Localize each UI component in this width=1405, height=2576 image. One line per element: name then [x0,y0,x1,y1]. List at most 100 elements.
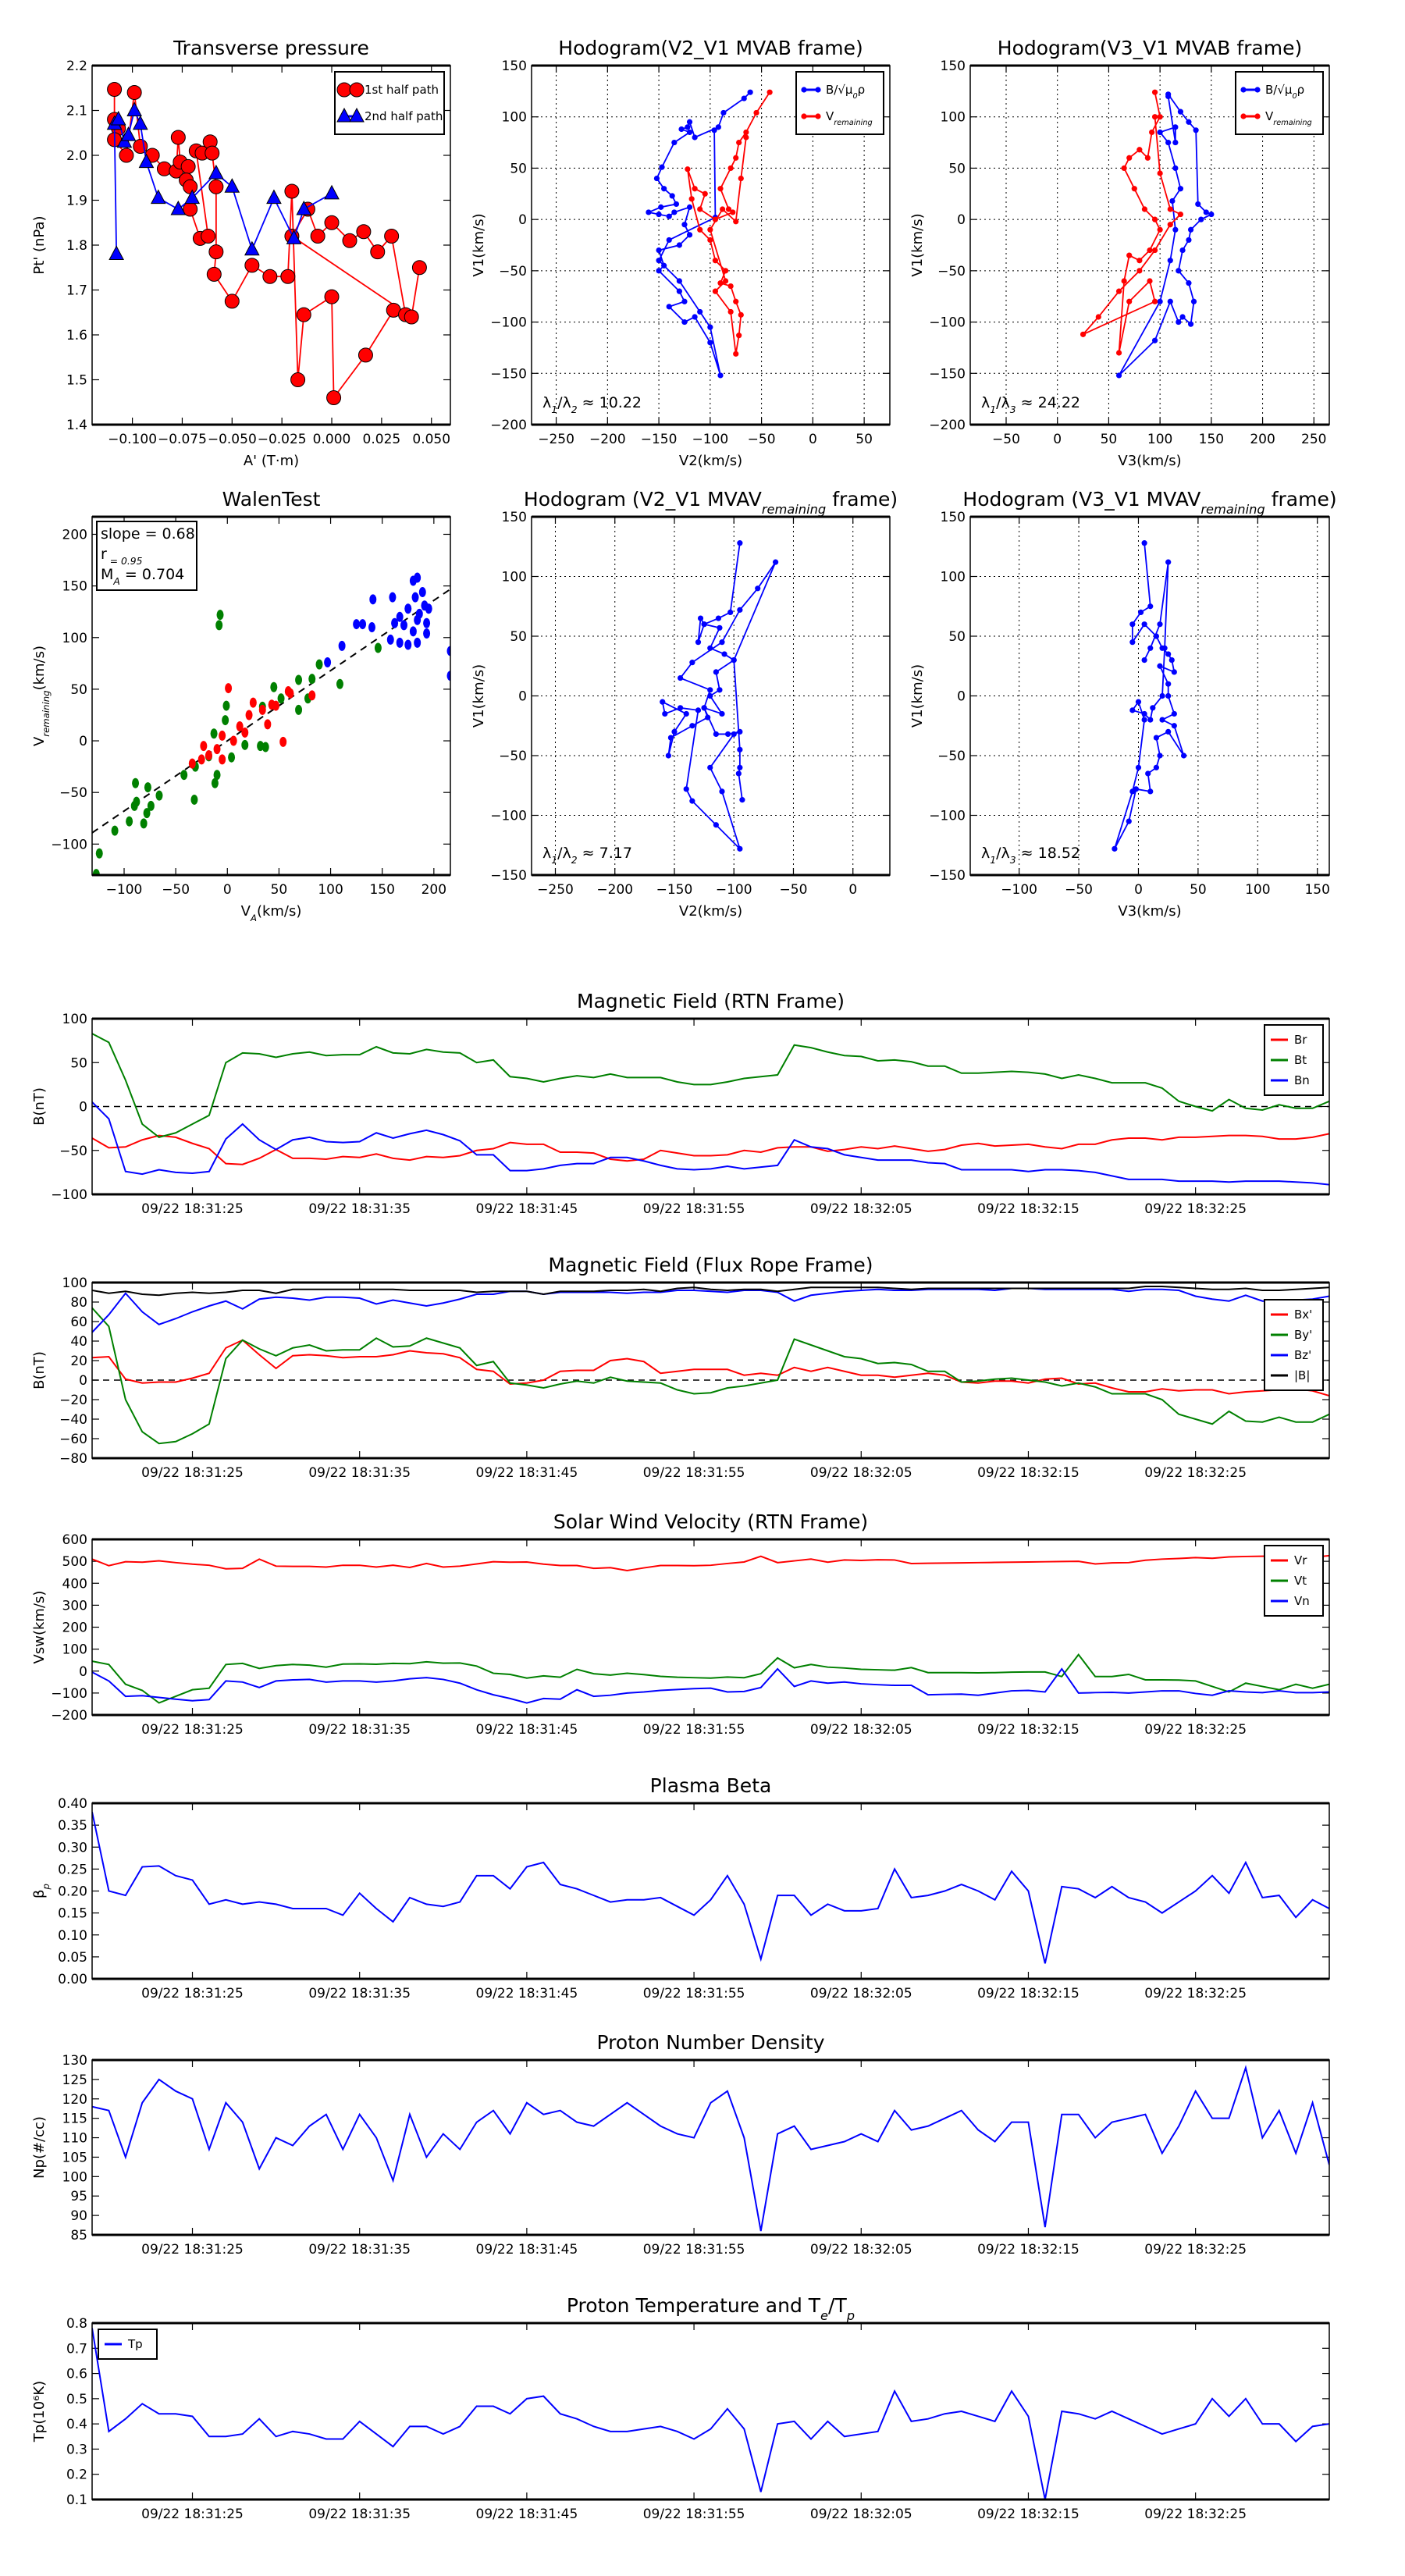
eigenvalue-ratio-label-part: 1 [990,404,996,415]
data-point [446,671,450,681]
y-tick-label: 80 [70,1295,87,1311]
data-point [126,816,133,827]
data-point [669,193,675,199]
data-point [411,260,427,276]
data-point [1179,247,1186,254]
data-point [738,311,744,318]
data-point [681,298,688,304]
y-tick-label: 115 [62,2112,87,2127]
y-tick-label: 100 [62,1276,87,1291]
data-point [735,770,742,777]
data-point [336,678,343,689]
legend-label-part: Br [1294,1033,1307,1047]
data-point [272,700,279,711]
x-axis-label-part: (km/s) [257,903,301,920]
data-point [1115,350,1122,356]
y-axis-label: Vsw(km/s) [31,1591,48,1664]
data-point [712,288,719,294]
legend-marker [349,82,365,98]
eigenvalue-ratio-label-part: λ [542,394,551,411]
legend-label-part: ρ [1297,83,1305,97]
data-point [110,110,126,126]
series-line [92,1554,1329,1571]
x-tick-label: 09/22 18:31:45 [476,1986,578,2001]
data-point [707,764,713,770]
chart-title: Proton Number Density [597,2031,825,2054]
data-point [95,848,103,859]
chart-title-part: /T [828,2294,847,2317]
y-tick-label: −100 [490,315,527,331]
stats-box [96,521,197,591]
chart-title-part: remaining [762,502,826,517]
x-tick-label: 09/22 18:31:25 [141,1986,244,2001]
legend-label-part: Bt [1294,1053,1307,1067]
data-point [244,240,260,256]
series-line [92,1133,1329,1165]
data-point [1157,129,1163,136]
data-point [1165,728,1172,735]
y-tick-label: −150 [929,868,966,884]
data-point [1165,139,1172,146]
data-point [308,690,316,701]
x-tick-label: 09/22 18:31:55 [643,1465,745,1481]
eigenvalue-ratio-label-part: 2 [571,855,578,866]
x-tick-label: 09/22 18:31:35 [308,2507,411,2522]
data-point [208,244,224,260]
data-point [686,204,693,210]
data-point [1149,129,1155,136]
data-point [1141,710,1147,717]
axes-frame [91,1282,1330,1459]
data-point [1190,298,1197,304]
x-tick-label: 150 [1199,432,1224,447]
series-0 [92,1133,1329,1165]
legend: Tp [98,2329,158,2360]
data-point [225,683,233,694]
data-point [1171,723,1177,729]
data-point [107,81,123,97]
data-point [659,164,665,170]
data-point [224,294,240,309]
y-tick-label: 0.3 [66,2442,87,2457]
x-axis-label-part: V3(km/s) [1118,453,1181,469]
data-point [144,782,151,793]
data-point [1186,119,1192,125]
data-point [738,175,744,182]
y-tick-label: −150 [929,366,966,382]
x-tick-label: 09/22 18:31:25 [141,2242,244,2258]
stats-line-part: slope = 0.68 [101,525,195,543]
data-point [722,268,729,274]
data-point [132,777,140,788]
data-point [183,179,198,194]
legend-label: Vr [1294,1553,1307,1567]
plot-area [92,1812,1329,1964]
legend-label: Bx' [1294,1308,1312,1322]
y-tick-label: 0.20 [58,1884,87,1900]
data-point [1147,788,1154,795]
data-point [356,224,372,240]
axes-frame [91,2322,1330,2500]
x-tick-label: 09/22 18:31:55 [643,1986,745,2001]
data-point [150,189,166,205]
y-tick-label: −100 [51,837,87,852]
chart-title: WalenTest [222,488,321,511]
legend-label: B/√μ0ρ [826,83,865,101]
y-tick-label: 0.30 [58,1840,87,1856]
chart-title-part: frame) [1265,488,1337,511]
eigenvalue-ratio-label-part: 1 [551,855,557,866]
legend-label-part: Bn [1294,1073,1310,1087]
y-tick-label: −50 [499,264,527,279]
data-point [1169,197,1176,205]
data-point [324,657,332,668]
data-point [1165,692,1172,699]
legend-label-part: |B| [1294,1368,1310,1382]
y-tick-label: 50 [70,682,87,698]
data-point [702,190,708,197]
data-point [130,800,138,811]
x-axis-label-part: V3(km/s) [1118,903,1181,920]
eigenvalue-ratio-label-part: 1 [551,404,557,415]
y-tick-label: 2.1 [66,104,87,119]
legend-label: |B| [1294,1368,1310,1382]
legend-marker [336,107,352,123]
data-point [1153,633,1160,639]
data-point [1186,237,1192,244]
